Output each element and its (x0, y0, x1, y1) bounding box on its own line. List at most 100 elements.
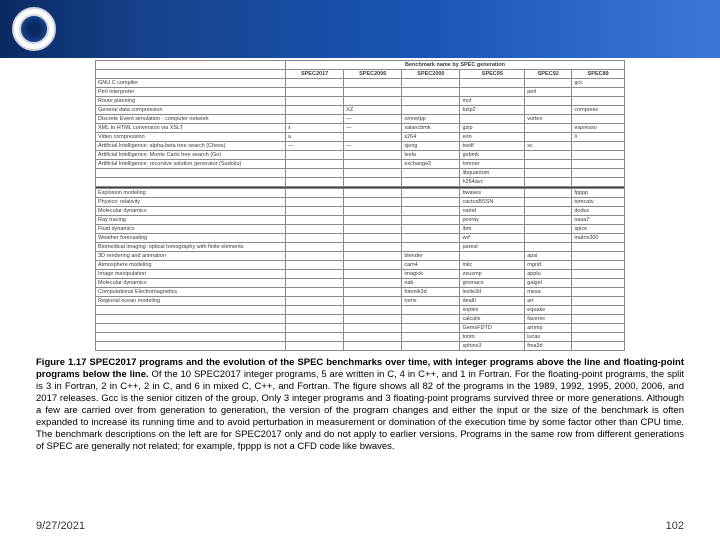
cell (286, 297, 344, 306)
row-description: XML to HTML conversion via XSLT (96, 124, 286, 133)
cell (572, 160, 625, 169)
col-header: SPEC92 (525, 70, 572, 79)
cell: soplex (460, 306, 525, 315)
col-header: SPEC95 (460, 70, 525, 79)
cell (344, 88, 402, 97)
cell (572, 324, 625, 333)
cell: — (344, 115, 402, 124)
cell: namd (460, 207, 525, 216)
cell (525, 169, 572, 178)
row-description (96, 169, 286, 178)
table-row: Computational Electromagneticsfotonik3dl… (96, 288, 625, 297)
cell (344, 79, 402, 88)
cell (286, 261, 344, 270)
cell (344, 243, 402, 252)
col-header: SPEC2006 (344, 70, 402, 79)
cell (402, 198, 460, 207)
cell: povray (460, 216, 525, 225)
cell: galgel (525, 279, 572, 288)
cell: gcc (572, 79, 625, 88)
cell: nasa7 (572, 216, 625, 225)
cell (344, 97, 402, 106)
cell (286, 106, 344, 115)
cell (286, 279, 344, 288)
cell (525, 151, 572, 160)
table-row: Artificial Intelligence: recursive solut… (96, 160, 625, 169)
cell (402, 178, 460, 187)
cell (344, 279, 402, 288)
cell: nab (402, 279, 460, 288)
cell (286, 198, 344, 207)
cell (344, 189, 402, 198)
cell (286, 306, 344, 315)
cell: spice (572, 225, 625, 234)
cell: blender (402, 252, 460, 261)
cell (402, 225, 460, 234)
cell (344, 133, 402, 142)
cell (286, 88, 344, 97)
cell (344, 207, 402, 216)
table-row: Biomedical imaging: optical tomography w… (96, 243, 625, 252)
cell (286, 189, 344, 198)
table-row: GNU C compilergcc (96, 79, 625, 88)
cell: dealII (460, 297, 525, 306)
cell: h264avc (460, 178, 525, 187)
table-row: sphinx3fma3d (96, 342, 625, 351)
cell (286, 115, 344, 124)
cell: lbm (460, 225, 525, 234)
cell: eon (460, 133, 525, 142)
row-description: Ray tracing (96, 216, 286, 225)
cell (525, 79, 572, 88)
cell (344, 252, 402, 261)
row-description: Artificial Intelligence: Monte Carlo tre… (96, 151, 286, 160)
row-description: Discrete Event simulation - computer net… (96, 115, 286, 124)
row-description: Perl interpreter (96, 88, 286, 97)
cell (460, 79, 525, 88)
cell (402, 342, 460, 351)
cell: lucas (525, 333, 572, 342)
table-row: Artificial Intelligence: Monte Carlo tre… (96, 151, 625, 160)
cell: fma3d (525, 342, 572, 351)
row-description: Regional ocean modeling (96, 297, 286, 306)
cell (572, 97, 625, 106)
cell: bzip2 (460, 106, 525, 115)
cell (525, 225, 572, 234)
cell (572, 252, 625, 261)
cell (525, 106, 572, 115)
cell: libquantum (460, 169, 525, 178)
cell: matrix300 (572, 234, 625, 243)
cell (402, 306, 460, 315)
row-description: Image manipulation (96, 270, 286, 279)
cell (344, 342, 402, 351)
cell (286, 243, 344, 252)
cell: fpppp (572, 189, 625, 198)
table-row: calculixfacerec (96, 315, 625, 324)
table-row: Artificial Intelligence: alpha-beta tree… (96, 142, 625, 151)
column-header-row: SPEC2017SPEC2006SPEC2000SPEC95SPEC92SPEC… (96, 70, 625, 79)
cell (344, 324, 402, 333)
cell (344, 297, 402, 306)
col-header-blank (96, 61, 286, 70)
cell (344, 333, 402, 342)
cell (572, 333, 625, 342)
cell: mesa (525, 288, 572, 297)
cell: sphinx3 (460, 342, 525, 351)
cell (572, 297, 625, 306)
cell: doduc (572, 207, 625, 216)
cell (525, 124, 572, 133)
figure-caption: Figure 1.17 SPEC2017 programs and the ev… (36, 357, 684, 453)
cell: exchange2 (402, 160, 460, 169)
super-header: Benchmark name by SPEC generation (286, 61, 625, 70)
cell (525, 243, 572, 252)
cell: — (344, 124, 402, 133)
logo-inner-circle (19, 14, 49, 44)
cell: fotonik3d (402, 288, 460, 297)
cell: — (344, 142, 402, 151)
cell (286, 270, 344, 279)
table-row: Atmosphere modelingcam4milcmgrid (96, 261, 625, 270)
cell (286, 288, 344, 297)
table-row: Weather forecastingwrfmatrix300 (96, 234, 625, 243)
cell: ammp (525, 324, 572, 333)
cell (402, 216, 460, 225)
cell: hmmer (460, 160, 525, 169)
